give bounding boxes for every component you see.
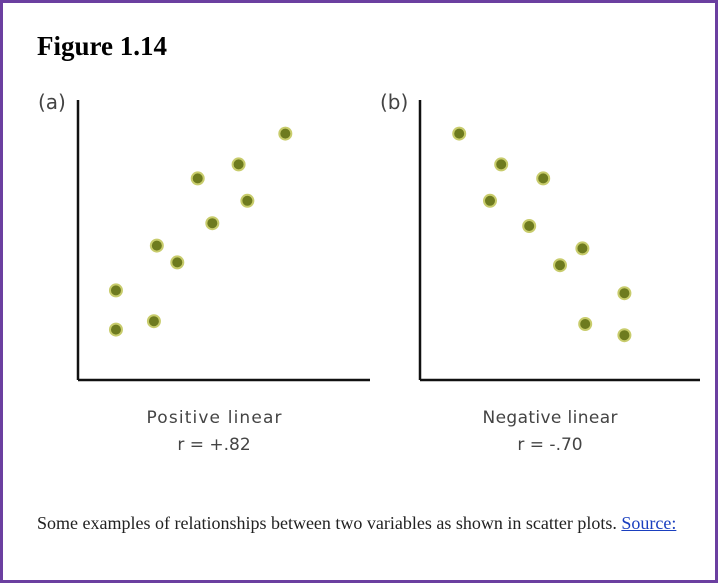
annotation: r = +.82: [177, 435, 250, 455]
panel-label: (a): [38, 90, 66, 114]
scatter-point: [483, 193, 497, 208]
scatter-point: [617, 286, 632, 301]
figure-title: Figure 1.14: [37, 31, 167, 61]
scatter-point: [452, 126, 467, 141]
caption-text: Some examples of relationships between t…: [37, 513, 617, 533]
scatter-point: [578, 317, 593, 331]
scatter-point: [522, 219, 537, 233]
panel-label: (b): [380, 90, 408, 114]
scatter-point: [536, 171, 551, 186]
scatter-point: [108, 322, 123, 337]
scatter-point: [149, 238, 164, 253]
scatter-point: [170, 255, 185, 270]
caption: Some examples of relationships between t…: [37, 509, 687, 538]
scatter-point: [278, 126, 293, 141]
scatter-point: [190, 171, 205, 186]
scatter-point: [146, 314, 161, 329]
scatter-point: [575, 241, 590, 256]
scatter-point: [108, 283, 123, 298]
scatter-point: [205, 216, 220, 231]
x-axis-label: Positive linear: [147, 408, 282, 428]
scatter-plots: (a) Positive linear r = +.82 (b) Negative li…: [38, 90, 700, 455]
scatter-point: [231, 157, 246, 172]
scatter-point: [240, 193, 255, 208]
scatter-point: [617, 328, 632, 343]
x-axis-label: Negative linear: [483, 408, 618, 428]
scatter-point: [553, 258, 567, 273]
annotation: r = -.70: [517, 435, 582, 455]
source-link[interactable]: Source:: [621, 513, 677, 533]
scatter-point: [494, 157, 509, 172]
